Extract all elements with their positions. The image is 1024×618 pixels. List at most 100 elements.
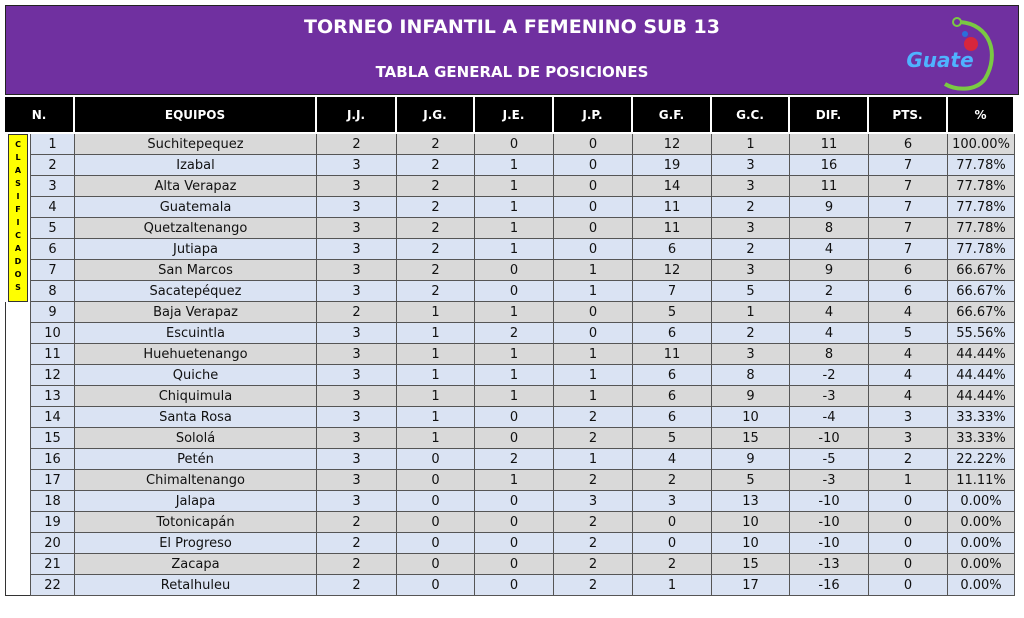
column-header: % [948, 97, 1015, 132]
table-cell: 15 [712, 428, 790, 449]
table-cell: 1 [475, 386, 554, 407]
table-cell: 6 [30, 239, 75, 260]
table-cell: 0 [475, 491, 554, 512]
table-cell: 2 [397, 176, 475, 197]
team-cell: Retalhuleu [75, 575, 317, 596]
side-label: CLASIFICADOS [8, 134, 28, 302]
table-cell: 6 [869, 260, 948, 281]
table-cell: 1 [475, 344, 554, 365]
table-cell: 3 [712, 218, 790, 239]
table-cell: 3 [317, 239, 397, 260]
table-cell: 0.00% [948, 575, 1015, 596]
column-header: J.P. [554, 97, 633, 132]
table-cell: 4 [869, 386, 948, 407]
table-cell: 2 [554, 407, 633, 428]
team-cell: San Marcos [75, 260, 317, 281]
table-cell: 66.67% [948, 281, 1015, 302]
table-cell: -10 [790, 512, 869, 533]
title: TORNEO INFANTIL A FEMENINO SUB 13 [304, 16, 720, 38]
table-cell: 12 [633, 134, 712, 155]
team-cell: Sacatepéquez [75, 281, 317, 302]
table-cell: 7 [869, 218, 948, 239]
table-cell: 1 [554, 344, 633, 365]
table-cell: 1 [397, 302, 475, 323]
table-cell: 16 [790, 155, 869, 176]
table-cell: 8 [30, 281, 75, 302]
table-cell: 2 [317, 533, 397, 554]
table-cell: 3 [712, 344, 790, 365]
table-cell: 0 [397, 533, 475, 554]
table-cell: 1 [475, 155, 554, 176]
table-cell: 4 [869, 302, 948, 323]
table-cell: 2 [475, 323, 554, 344]
table-cell: 2 [397, 239, 475, 260]
table-cell: 66.67% [948, 260, 1015, 281]
table-cell: 11 [790, 176, 869, 197]
table-cell: 2 [397, 260, 475, 281]
subtitle: TABLA GENERAL DE POSICIONES [375, 63, 649, 81]
table-cell: 33.33% [948, 407, 1015, 428]
table-cell: 1 [397, 323, 475, 344]
table-cell: 0 [397, 491, 475, 512]
table-cell: 8 [790, 218, 869, 239]
table-cell: 0 [869, 512, 948, 533]
table-cell: -10 [790, 428, 869, 449]
table-cell: 2 [554, 554, 633, 575]
table-cell: 21 [30, 554, 75, 575]
table-cell: 1 [397, 407, 475, 428]
table-cell: 1 [633, 575, 712, 596]
table-cell: 3 [317, 218, 397, 239]
table-cell: 0 [554, 134, 633, 155]
table-cell: 18 [30, 491, 75, 512]
table-cell: 9 [30, 302, 75, 323]
table-cell: 8 [712, 365, 790, 386]
table-cell: 17 [712, 575, 790, 596]
table-cell: 3 [317, 260, 397, 281]
team-cell: Chimaltenango [75, 470, 317, 491]
table-cell: 2 [397, 155, 475, 176]
table-cell: 1 [475, 302, 554, 323]
table-cell: 9 [712, 449, 790, 470]
table-cell: 2 [633, 554, 712, 575]
table-cell: -10 [790, 491, 869, 512]
table-cell: 0 [554, 302, 633, 323]
table-cell: 2 [317, 134, 397, 155]
table-cell: 6 [633, 239, 712, 260]
table-cell: 5 [633, 302, 712, 323]
table-cell: 0 [475, 407, 554, 428]
table-cell: 11 [633, 197, 712, 218]
table-cell: 44.44% [948, 344, 1015, 365]
table-cell: 2 [397, 218, 475, 239]
table-cell: 22 [30, 575, 75, 596]
table-cell: 0.00% [948, 554, 1015, 575]
table-cell: 0 [633, 533, 712, 554]
table-cell: 0 [554, 155, 633, 176]
team-cell: Guatemala [75, 197, 317, 218]
table-cell: 0 [554, 176, 633, 197]
table-cell: 77.78% [948, 155, 1015, 176]
table-cell: 6 [633, 323, 712, 344]
table-cell: 3 [317, 281, 397, 302]
table-cell: 0 [554, 218, 633, 239]
table-cell: 0 [869, 533, 948, 554]
table-cell: 2 [317, 554, 397, 575]
table-cell: 6 [633, 365, 712, 386]
table-cell: 4 [790, 323, 869, 344]
table-cell: 0.00% [948, 512, 1015, 533]
column-header: J.G. [397, 97, 475, 132]
logo-text: Guate [906, 48, 974, 72]
table-cell: 0 [397, 449, 475, 470]
table-cell: 3 [317, 407, 397, 428]
table-cell: 0 [475, 134, 554, 155]
team-cell: Sololá [75, 428, 317, 449]
table-cell: 0 [869, 575, 948, 596]
table-cell: 0 [397, 554, 475, 575]
table-cell: 2 [317, 575, 397, 596]
table-cell: 16 [30, 449, 75, 470]
table-cell: 2 [554, 428, 633, 449]
table-cell: 0 [397, 470, 475, 491]
column-header: N. [5, 97, 75, 132]
table-cell: 13 [712, 491, 790, 512]
table-cell: 0 [397, 512, 475, 533]
table-cell: 1 [397, 365, 475, 386]
